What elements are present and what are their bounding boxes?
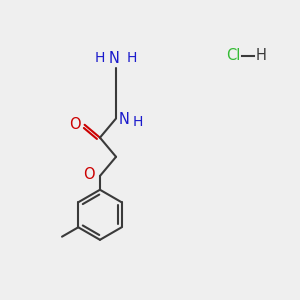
Text: H: H: [94, 51, 105, 65]
Text: N: N: [118, 112, 129, 128]
Text: H: H: [256, 48, 267, 63]
Text: H: H: [132, 115, 142, 129]
Text: Cl: Cl: [226, 48, 241, 63]
Text: N: N: [109, 51, 120, 66]
Text: O: O: [83, 167, 94, 182]
Text: H: H: [126, 51, 137, 65]
Text: O: O: [69, 117, 81, 132]
